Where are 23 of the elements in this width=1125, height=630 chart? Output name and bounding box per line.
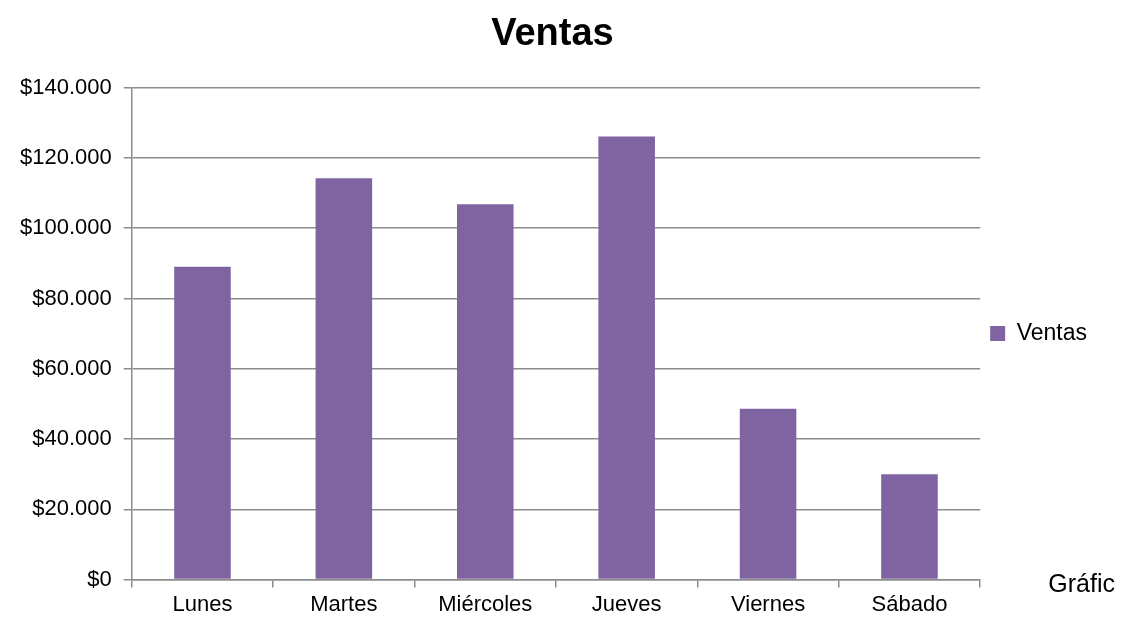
y-tick-label: $0 bbox=[87, 565, 112, 591]
bar bbox=[598, 136, 655, 579]
bar bbox=[739, 408, 797, 579]
bar bbox=[456, 204, 514, 579]
legend-label: Ventas bbox=[1016, 318, 1088, 345]
x-tick-label: Sábado bbox=[871, 590, 948, 616]
bar bbox=[174, 266, 231, 579]
x-tick-label: Lunes bbox=[172, 590, 233, 616]
y-tick-label: $40.000 bbox=[32, 425, 112, 451]
y-tick-label: $20.000 bbox=[32, 495, 112, 521]
y-tick-label: $100.000 bbox=[19, 214, 112, 240]
x-tick-label: Viernes bbox=[730, 590, 806, 616]
y-tick-label: $120.000 bbox=[19, 143, 112, 169]
x-tick-label: Jueves bbox=[591, 590, 662, 616]
chart-title: Ventas bbox=[491, 11, 614, 54]
y-tick-label: $140.000 bbox=[19, 73, 112, 99]
y-tick-label: $80.000 bbox=[32, 284, 112, 310]
bar bbox=[881, 474, 938, 579]
bar bbox=[315, 178, 373, 579]
x-tick-label: Martes bbox=[310, 590, 378, 616]
text: Gráfic bbox=[1048, 569, 1115, 598]
x-tick-label: Miércoles bbox=[438, 590, 533, 616]
y-tick-label: $60.000 bbox=[32, 354, 112, 380]
